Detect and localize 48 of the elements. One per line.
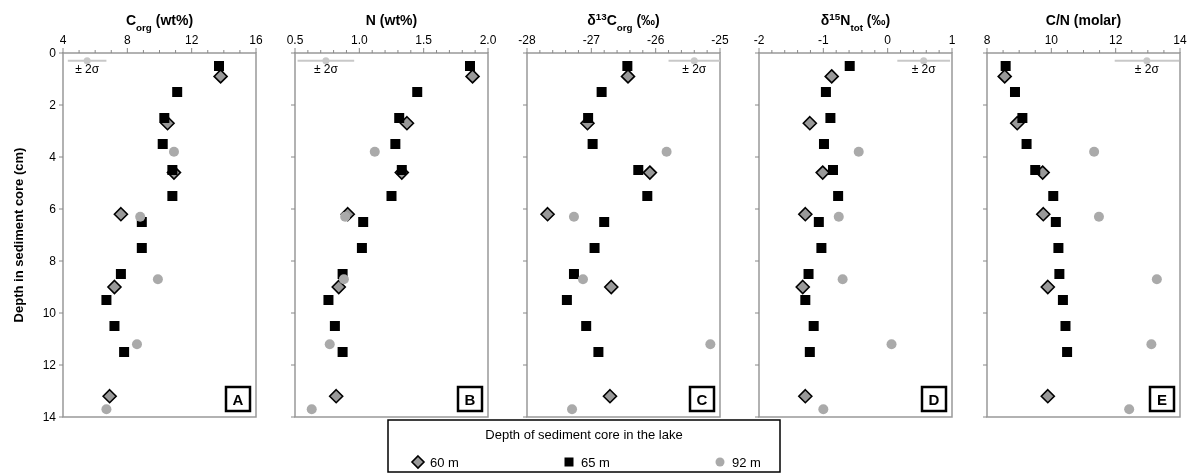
x-tick-label: -28 — [518, 33, 536, 47]
annotation: E — [1156, 391, 1168, 408]
y-tick-label: 6 — [49, 202, 57, 216]
legend-label: 65 m — [581, 455, 610, 470]
x-tick-label: 14 — [1173, 33, 1187, 47]
x-tick-label: 12 — [184, 33, 199, 47]
y-tick-label: 2 — [49, 98, 57, 112]
y-tick-label: 4 — [49, 150, 57, 164]
x-tick-label: 12 — [1108, 33, 1123, 47]
x-tick-label: -26 — [646, 33, 665, 47]
legend-label: 60 m — [430, 455, 459, 470]
series-label: ± 2σ — [911, 61, 937, 76]
x-tick-label: 1 — [948, 33, 956, 47]
x-tick-label: -25 — [711, 33, 729, 47]
chart-title: δ$^{13}$C$_{org}$ (‰) — [587, 10, 660, 33]
y-tick-label: 0 — [49, 46, 57, 60]
x-tick-label: -27 — [582, 33, 601, 47]
x-tick-label: 8 — [983, 33, 991, 47]
x-tick-label: 8 — [123, 33, 131, 47]
chart-title: N (wt%) — [365, 12, 418, 28]
chart-title: C$_{org}$ (wt%) — [125, 12, 194, 33]
legend-label: 92 m — [732, 455, 761, 470]
x-tick-label: 10 — [1044, 33, 1059, 47]
y-tick-label: 8 — [49, 254, 57, 268]
y-tick-label: 14 — [42, 410, 57, 424]
x-tick-label: 2.0 — [479, 33, 497, 47]
y-axis-title: Depth in sediment core (cm) — [11, 147, 26, 323]
x-tick-label: -2 — [753, 33, 765, 47]
series-label: ± 2σ — [313, 61, 339, 76]
annotation: A — [232, 391, 244, 408]
x-tick-label: 0.5 — [286, 33, 304, 47]
x-tick-label: 0 — [884, 33, 892, 47]
annotation: D — [928, 391, 940, 408]
x-tick-label: -1 — [818, 33, 829, 47]
series-label: ± 2σ — [75, 61, 100, 76]
x-tick-label: 4 — [59, 33, 67, 47]
chart-title: δ$^{15}$N$_{tot}$ (‰) — [820, 10, 891, 33]
x-tick-label: 16 — [249, 33, 263, 47]
chart-title: C/N (molar) — [1045, 12, 1122, 28]
y-tick-label: 12 — [42, 358, 57, 372]
legend-title: Depth of sediment core in the lake — [485, 427, 683, 442]
x-tick-label: 1.5 — [415, 33, 433, 47]
series-label: ± 2σ — [1134, 61, 1160, 76]
annotation: B — [464, 391, 476, 408]
y-tick-label: 10 — [42, 306, 57, 320]
series-label: ± 2σ — [682, 61, 707, 76]
annotation: C — [696, 391, 708, 408]
x-tick-label: 1.0 — [350, 33, 368, 47]
